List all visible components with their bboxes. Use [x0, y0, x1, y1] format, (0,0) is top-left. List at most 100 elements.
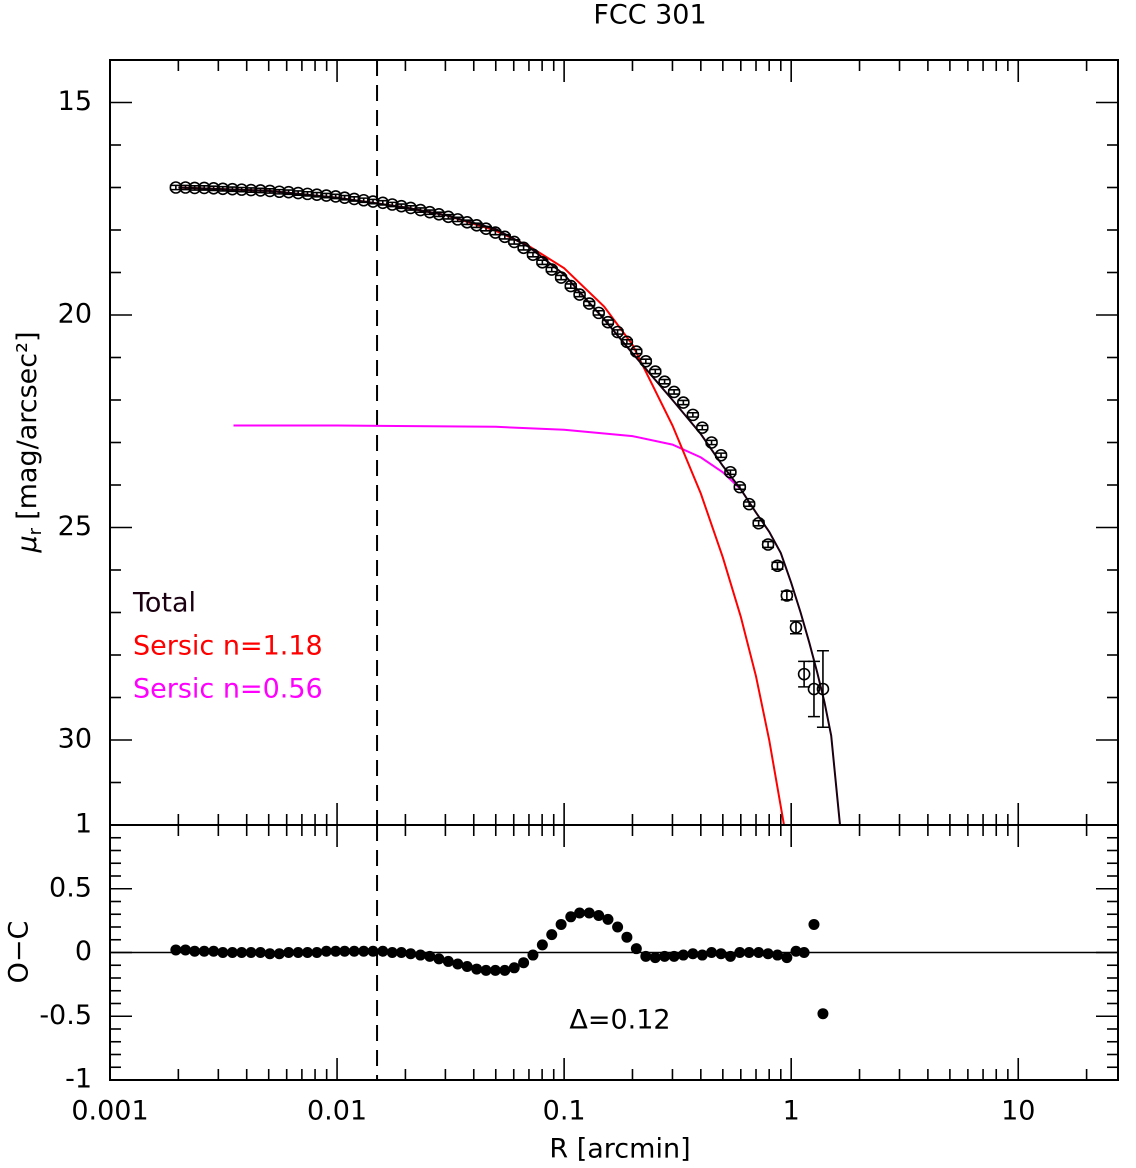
- data-point: [263, 184, 277, 198]
- residual-point: [273, 948, 285, 960]
- error-bar: [639, 358, 652, 365]
- residual-point: [565, 911, 577, 923]
- residual-point: [377, 945, 389, 957]
- residual-point: [302, 947, 314, 958]
- data-point: [620, 335, 634, 349]
- residual-point: [659, 950, 671, 962]
- data-point: [545, 263, 559, 276]
- error-bar: [620, 338, 633, 345]
- data-point: [254, 184, 267, 197]
- residual-point: [753, 947, 765, 958]
- data-point: [554, 271, 568, 284]
- plot-frame: [109, 59, 1119, 826]
- error-bar: [798, 660, 811, 688]
- x-tick-label: 10: [1001, 1096, 1035, 1127]
- error-bar: [696, 424, 709, 431]
- error-bar: [630, 348, 643, 355]
- plot-area: [178, 186, 841, 825]
- residual-point: [518, 957, 530, 969]
- residual-point: [264, 948, 276, 960]
- residual-point: [602, 913, 614, 925]
- data-point: [630, 345, 643, 358]
- y-tick-label: 1: [75, 809, 92, 840]
- residual-point: [706, 947, 718, 958]
- data-point: [235, 183, 248, 196]
- residual-point: [405, 948, 417, 960]
- data-point: [752, 516, 765, 530]
- error-bar: [611, 329, 624, 335]
- error-bar: [733, 484, 746, 491]
- data-point: [807, 682, 821, 696]
- data-point: [207, 182, 220, 195]
- residual-point: [555, 918, 567, 930]
- residual-point: [461, 961, 473, 973]
- residual-point: [254, 947, 266, 958]
- data-point: [329, 190, 342, 203]
- data-point: [226, 182, 239, 196]
- residual-point: [226, 947, 238, 958]
- residual-point: [179, 944, 191, 956]
- residual-point: [442, 955, 454, 967]
- data-point: [611, 325, 624, 339]
- residual-point: [236, 947, 248, 958]
- residual-point: [781, 952, 793, 964]
- residual-point: [189, 945, 201, 957]
- residual-point: [348, 945, 360, 957]
- residual-point: [283, 947, 295, 958]
- residual-point: [198, 945, 210, 957]
- data-point: [789, 621, 803, 634]
- y-axis-label: μr [mag/arcsec²]: [12, 332, 47, 554]
- data-point: [648, 365, 662, 378]
- error-bar: [508, 238, 521, 245]
- residual-point: [395, 947, 407, 958]
- y-tick-label: 30: [58, 724, 92, 755]
- y-tick-label: 20: [58, 299, 92, 330]
- data-point: [724, 465, 737, 479]
- residual-point: [724, 950, 736, 962]
- residual-point: [808, 918, 820, 930]
- error-bar: [649, 368, 662, 375]
- residual-point: [292, 947, 304, 958]
- y-tick-label: 15: [58, 86, 92, 117]
- x-axis-label: R [arcmin]: [549, 1134, 690, 1165]
- data-point: [179, 181, 192, 194]
- residual-point: [798, 947, 810, 958]
- model-line: [178, 186, 785, 825]
- error-bar: [583, 300, 596, 307]
- data-point: [188, 181, 201, 195]
- x-tick-label: 0.1: [543, 1096, 586, 1127]
- error-bar: [658, 378, 671, 385]
- data-point: [573, 288, 586, 301]
- error-bar: [762, 540, 775, 549]
- legend-entry: Sersic n=1.18: [133, 631, 323, 662]
- y-tick-label: 0.5: [49, 872, 92, 903]
- residual-point: [743, 947, 755, 958]
- residual-point: [339, 945, 351, 957]
- data-point: [526, 248, 540, 261]
- error-bar: [601, 319, 614, 326]
- residual-point: [762, 948, 774, 960]
- residual-point: [386, 947, 398, 958]
- residual-point: [489, 964, 501, 976]
- residual-point: [583, 907, 595, 919]
- error-bar: [677, 399, 690, 406]
- residual-point: [621, 931, 633, 943]
- residual-point: [612, 921, 624, 933]
- y-axis-label-residual: O−C: [4, 921, 35, 984]
- residual-point: [536, 939, 548, 951]
- data-point: [714, 448, 728, 462]
- data-point: [695, 421, 709, 434]
- x-tick-label: 1: [783, 1096, 800, 1127]
- data-point: [797, 667, 811, 681]
- model-line: [178, 186, 841, 825]
- error-bar: [526, 251, 539, 258]
- residual-point: [358, 945, 370, 957]
- residual-point: [414, 949, 426, 961]
- residual-point: [471, 963, 483, 975]
- data-point: [320, 189, 333, 202]
- data-point: [282, 185, 295, 199]
- x-tick-label: 0.001: [71, 1096, 148, 1127]
- residual-point: [574, 907, 586, 919]
- data-point: [291, 186, 305, 200]
- data-point: [742, 497, 756, 511]
